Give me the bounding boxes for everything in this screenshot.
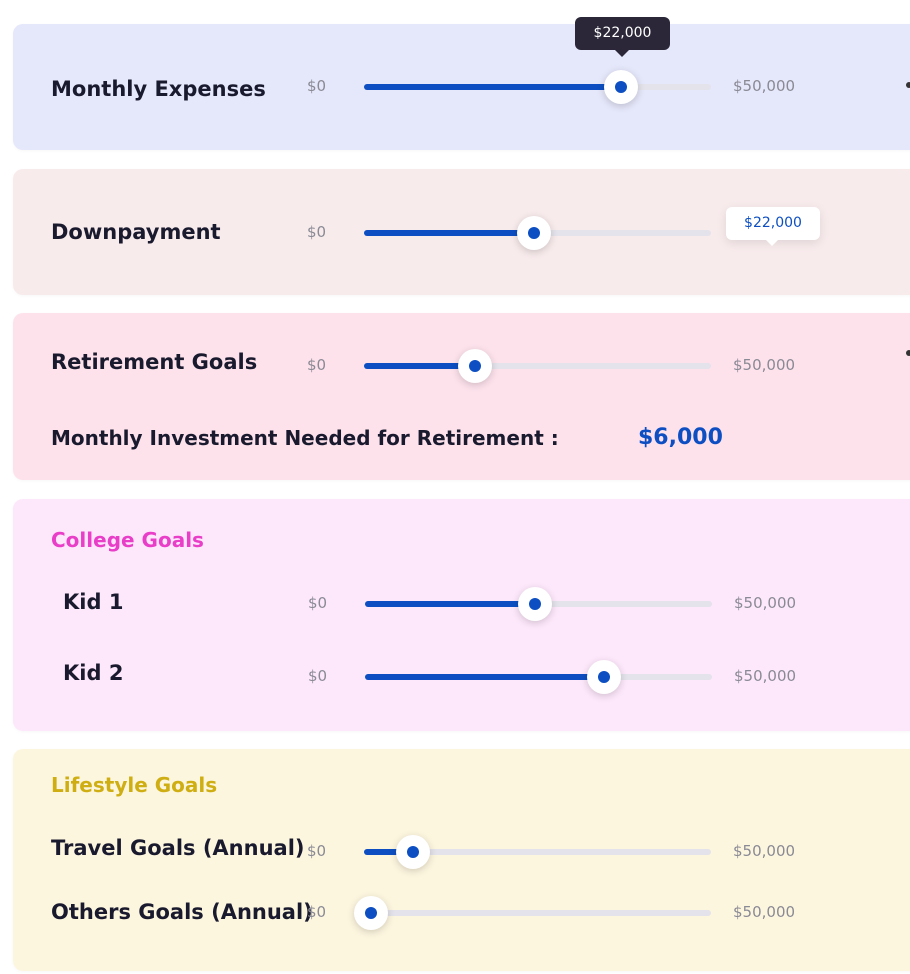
kid2-label: Kid 2 — [63, 661, 124, 685]
monthly-expenses-max: $50,000 — [733, 77, 796, 95]
retirement-slider-fill — [364, 363, 475, 369]
travel-goals-slider-thumb[interactable] — [396, 835, 430, 869]
kid1-min: $0 — [308, 594, 328, 612]
college-goals-title: College Goals — [51, 528, 204, 552]
downpayment-value-tooltip: $22,000 — [726, 207, 820, 246]
monthly-expenses-value-tooltip: $22,000 — [575, 17, 670, 57]
kid2-min: $0 — [308, 667, 328, 685]
others-goals-min: $0 — [307, 903, 327, 921]
others-goals-max: $50,000 — [733, 903, 796, 921]
downpayment-slider-fill — [364, 230, 534, 236]
travel-goals-slider-fill — [364, 849, 413, 855]
travel-goals-slider[interactable] — [364, 835, 711, 869]
monthly-expenses-label: Monthly Expenses — [51, 77, 266, 101]
retirement-slider[interactable] — [364, 349, 711, 383]
kid2-slider-fill — [365, 674, 604, 680]
kid1-max: $50,000 — [734, 594, 797, 612]
travel-goals-max: $50,000 — [733, 842, 796, 860]
downpayment-slider[interactable] — [364, 216, 711, 250]
downpayment-label: Downpayment — [51, 220, 221, 244]
college-goals-card — [13, 499, 910, 731]
downpayment-slider-thumb[interactable] — [517, 216, 551, 250]
lifestyle-goals-card — [13, 749, 910, 971]
retirement-investment-label: Monthly Investment Needed for Retirement… — [51, 426, 559, 450]
monthly-expenses-min: $0 — [307, 77, 327, 95]
kid1-slider-fill — [365, 601, 535, 607]
travel-goals-label: Travel Goals (Annual) — [51, 836, 305, 860]
monthly-expenses-slider[interactable] — [364, 70, 711, 104]
edge-marker — [906, 350, 910, 356]
retirement-slider-thumb[interactable] — [458, 349, 492, 383]
retirement-label: Retirement Goals — [51, 350, 258, 374]
monthly-expenses-slider-fill — [364, 84, 621, 90]
retirement-min: $0 — [307, 356, 327, 374]
kid2-slider[interactable] — [365, 660, 712, 694]
downpayment-min: $0 — [307, 223, 327, 241]
lifestyle-goals-title: Lifestyle Goals — [51, 773, 218, 797]
retirement-card — [13, 313, 910, 480]
others-goals-slider[interactable] — [354, 896, 711, 930]
others-goals-label: Others Goals (Annual) — [51, 900, 313, 924]
monthly-expenses-slider-thumb[interactable] — [604, 70, 638, 104]
edge-marker — [906, 82, 910, 88]
kid2-slider-thumb[interactable] — [587, 660, 621, 694]
travel-goals-min: $0 — [307, 842, 327, 860]
retirement-investment-value: $6,000 — [638, 425, 723, 450]
retirement-max: $50,000 — [733, 356, 796, 374]
kid2-max: $50,000 — [734, 667, 797, 685]
kid1-label: Kid 1 — [63, 590, 124, 614]
kid1-slider-thumb[interactable] — [518, 587, 552, 621]
others-goals-slider-thumb[interactable] — [354, 896, 388, 930]
kid1-slider[interactable] — [365, 587, 712, 621]
